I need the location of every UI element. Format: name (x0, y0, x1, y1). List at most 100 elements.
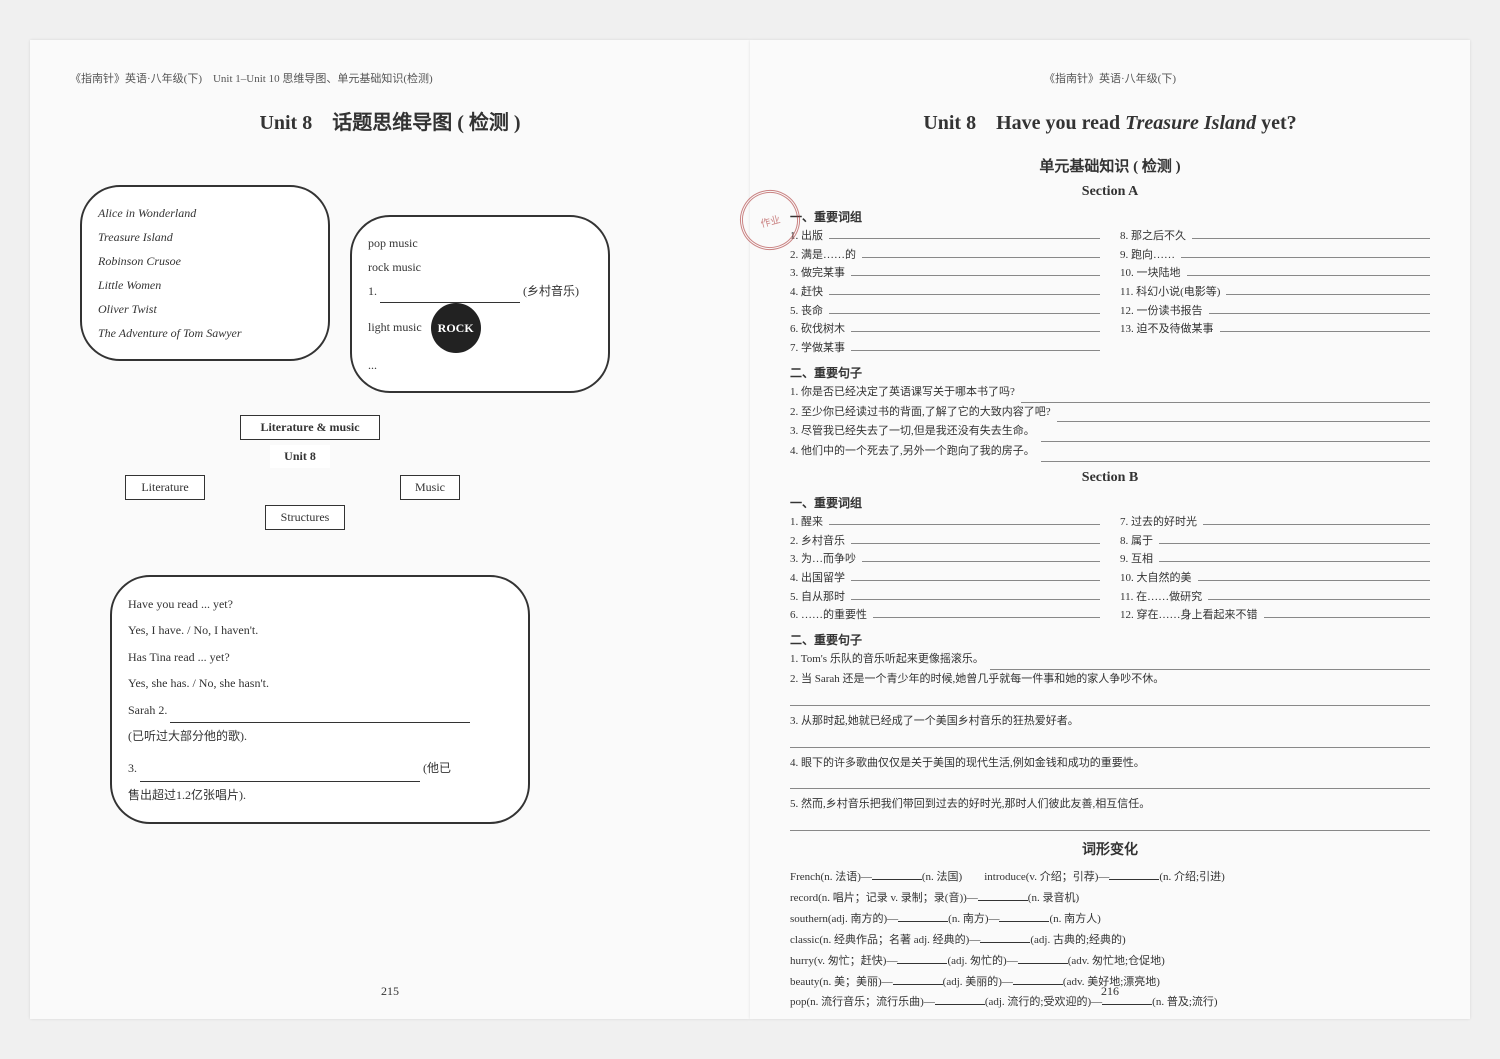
wf-post: (adv. 匆忙地;仓促地) (1068, 955, 1165, 967)
blank-line[interactable] (829, 524, 1100, 525)
blank-line[interactable] (851, 599, 1100, 600)
blank-line[interactable] (829, 238, 1100, 239)
phrase-item: 2. 乡村音乐 (790, 532, 1100, 551)
blank-line[interactable] (990, 650, 1430, 670)
blank-line[interactable] (170, 711, 470, 723)
blank-line[interactable] (1226, 294, 1430, 295)
music-item: rock music (368, 255, 592, 279)
blank-line[interactable] (1203, 524, 1430, 525)
blank-line[interactable] (790, 734, 1430, 748)
music-item: pop music (368, 231, 592, 255)
sentence-item: 5. 然而,乡村音乐把我们带回到过去的好时光,那时人们彼此友善,相互信任。 (790, 795, 1430, 831)
phrase-item: 7. 过去的好时光 (1120, 513, 1430, 532)
page-right: 《指南针》英语·八年级(下) Unit 8 Have you read Trea… (750, 40, 1470, 1019)
blank-line[interactable] (1208, 599, 1430, 600)
blank-line[interactable] (829, 294, 1100, 295)
wf-pre: classic(n. 经典作品；名著 adj. 经典的)— (790, 934, 980, 946)
blank-line[interactable] (862, 561, 1100, 562)
blank-line[interactable] (1159, 543, 1430, 544)
node-literature: Literature (125, 475, 205, 500)
wf-post: (n. 介绍;引进) (1159, 871, 1224, 883)
sentence-item: Has Tina read ... yet? (128, 644, 512, 670)
blank-line[interactable] (790, 775, 1430, 789)
wf-post: (n. 法国) (922, 871, 962, 883)
wf-pre: pop(n. 流行音乐；流行乐曲)— (790, 996, 935, 1008)
blank-line[interactable] (829, 313, 1100, 314)
blank3-hint: (他已 (423, 761, 451, 775)
blank-line[interactable] (140, 770, 420, 782)
blank-line[interactable] (790, 817, 1430, 831)
blank-line[interactable] (862, 257, 1100, 258)
blank3-label: 3. (128, 761, 137, 775)
blank-line[interactable] (935, 1004, 985, 1005)
music-blank-row: 1. (乡村音乐) (368, 279, 592, 303)
section-b-title: Section B (790, 470, 1430, 486)
blank-line[interactable] (1021, 383, 1430, 403)
title-italic: Treasure Island (1125, 112, 1256, 134)
blank-line[interactable] (1013, 984, 1063, 985)
sentence-item: Yes, I have. / No, I haven't. (128, 617, 512, 643)
blank-line[interactable] (1159, 561, 1430, 562)
blank-line[interactable] (897, 963, 947, 964)
section-a-title: Section A (790, 184, 1430, 200)
blank-line[interactable] (790, 692, 1430, 706)
wf-pre: French(n. 法语)— (790, 871, 872, 883)
blank-line[interactable] (999, 921, 1049, 922)
sentence-item: Have you read ... yet? (128, 591, 512, 617)
col-right: 8. 那之后不久 9. 跑向…… 10. 一块陆地 11. 科幻小说(电影等) … (1120, 227, 1430, 358)
sentence-item: 1. 你是否已经决定了英语课写关于哪本书了吗? (790, 383, 1430, 403)
blank-line[interactable] (1209, 313, 1431, 314)
blank-line[interactable] (893, 984, 943, 985)
blank-line[interactable] (978, 900, 1028, 901)
wf-post: (n. 普及;流行) (1152, 996, 1217, 1008)
blank-line[interactable] (851, 543, 1100, 544)
blank-line[interactable] (380, 291, 520, 303)
right-subtitle: 单元基础知识 ( 检测 ) (790, 155, 1430, 176)
sentence-item: 3. 从那时起,她就已经成了一个美国乡村音乐的狂热爱好者。 (790, 712, 1430, 748)
phrase-item: 8. 属于 (1120, 532, 1430, 551)
music-item: light music ROCK (368, 303, 592, 353)
blank-line[interactable] (1220, 331, 1431, 332)
blank-line[interactable] (1109, 879, 1159, 880)
blank-num: 1. (368, 284, 377, 298)
wf-post: (n. 录音机) (1028, 892, 1079, 904)
wordform-line: record(n. 唱片；记录 v. 录制；录(音))—(n. 录音机) (790, 888, 1430, 909)
blank-line[interactable] (1041, 442, 1430, 462)
wf-post: (adj. 匆忙的)— (947, 955, 1017, 967)
phrase-item: 5. 自从那时 (790, 588, 1100, 607)
phrase-item: 4. 赶快 (790, 283, 1100, 302)
rock-icon: ROCK (431, 303, 481, 353)
blank-line[interactable] (851, 275, 1100, 276)
blank-line[interactable] (980, 942, 1030, 943)
phrase-item: 6. 砍伐树木 (790, 320, 1100, 339)
blank-line[interactable] (1041, 422, 1430, 442)
node-music: Music (400, 475, 460, 500)
page-number-left: 215 (381, 984, 399, 999)
blank-line[interactable] (851, 350, 1100, 351)
phrase-item: 3. 为…而争吵 (790, 550, 1100, 569)
blank-line[interactable] (1018, 963, 1068, 964)
blank-line[interactable] (873, 617, 1100, 618)
blank-line[interactable] (1187, 275, 1431, 276)
blank-line[interactable] (1181, 257, 1430, 258)
blank-line[interactable] (1192, 238, 1430, 239)
phrase-item: 1. 醒来 (790, 513, 1100, 532)
section-a-sent-head: 二、重要句子 (790, 364, 1430, 381)
blank-line[interactable] (1057, 403, 1430, 423)
sentence-item: 1. Tom's 乐队的音乐听起来更像摇滚乐。 (790, 650, 1430, 670)
blank-line[interactable] (872, 879, 922, 880)
phrase-item: 3. 做完某事 (790, 264, 1100, 283)
phrase-item: 5. 丧命 (790, 302, 1100, 321)
left-title: Unit 8 话题思维导图 ( 检测 ) (70, 106, 710, 135)
blank-line[interactable] (1264, 617, 1431, 618)
book-item: Treasure Island (98, 225, 312, 249)
book-item: Little Women (98, 273, 312, 297)
blank-line[interactable] (898, 921, 948, 922)
blank-line[interactable] (851, 580, 1100, 581)
wf-pre: beauty(n. 美；美丽)— (790, 976, 893, 988)
wordforms-title: 词形变化 (790, 839, 1430, 859)
cloud-sentences: Have you read ... yet? Yes, I have. / No… (110, 575, 530, 824)
blank-line[interactable] (1198, 580, 1431, 581)
blank-line[interactable] (1102, 1004, 1152, 1005)
blank-line[interactable] (851, 331, 1100, 332)
